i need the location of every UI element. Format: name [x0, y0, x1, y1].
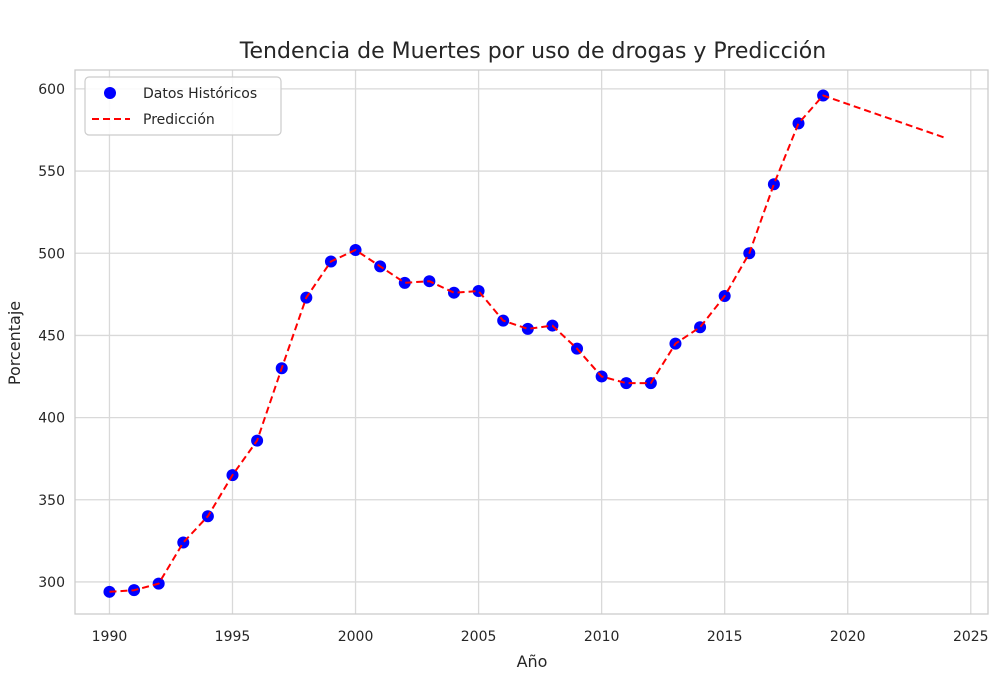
- x-axis-label: Año: [517, 652, 548, 671]
- legend-box: [84, 76, 282, 136]
- x-tick-label: 2015: [707, 629, 743, 645]
- y-axis-label: Porcentaje: [5, 301, 24, 385]
- legend-label-prediction: Predicción: [143, 112, 215, 128]
- legend: Datos Históricos Predicción: [84, 76, 282, 136]
- y-tick-label: 300: [38, 575, 65, 591]
- tick-labels: 1990 1995 2000 2005 2010 2015 2020 2025 300 350 40…: [38, 82, 988, 645]
- x-tick-label: 2010: [584, 629, 620, 645]
- legend-label-historical: Datos Históricos: [143, 86, 257, 102]
- plot-frame: [74, 69, 989, 615]
- data-point-historical: [767, 178, 780, 191]
- grid-layer: [75, 70, 988, 614]
- x-tick-label: 2020: [830, 629, 866, 645]
- data-point-historical: [447, 286, 460, 299]
- y-tick-label: 600: [38, 82, 65, 98]
- prediction-line: [109, 94, 947, 593]
- x-tick-label: 1990: [92, 629, 128, 645]
- y-tick-label: 400: [38, 411, 65, 427]
- y-tick-label: 500: [38, 246, 65, 262]
- legend-marker-historical: [104, 87, 116, 99]
- y-tick-label: 450: [38, 328, 65, 344]
- chart-title: Tendencia de Muertes por uso de drogas y…: [239, 39, 826, 64]
- data-point-historical: [521, 322, 534, 335]
- x-tick-label: 1995: [215, 629, 251, 645]
- x-tick-label: 2005: [461, 629, 497, 645]
- x-tick-label: 2025: [953, 629, 989, 645]
- y-tick-label: 550: [38, 164, 65, 180]
- series-layer: [103, 89, 947, 598]
- data-point-historical: [103, 585, 116, 598]
- data-point-historical: [620, 377, 633, 390]
- x-tick-label: 2000: [338, 629, 374, 645]
- y-tick-label: 350: [38, 493, 65, 509]
